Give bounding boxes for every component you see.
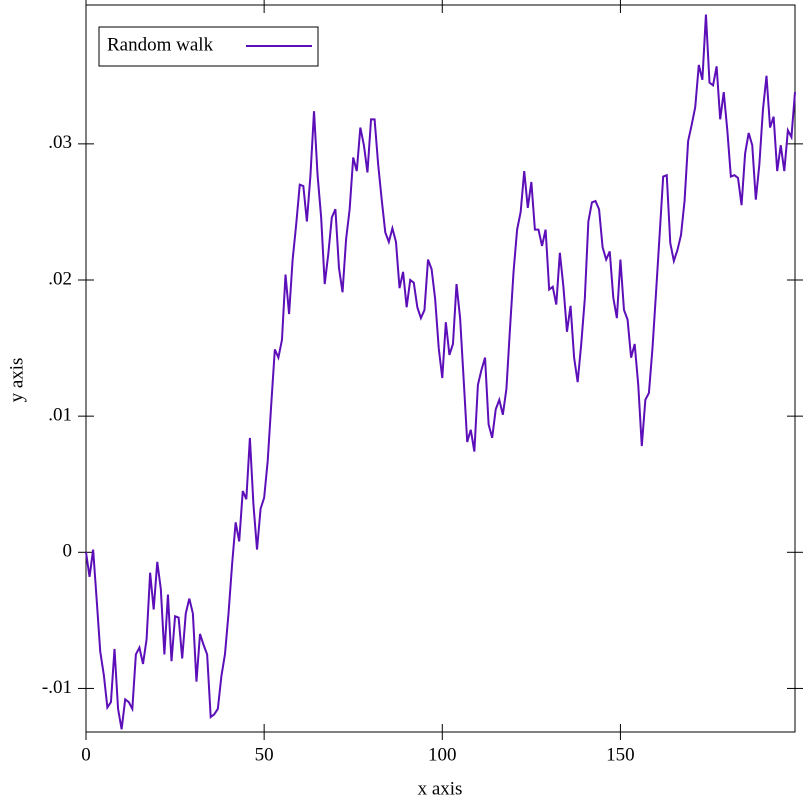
plot-frame — [85, 4, 796, 733]
y-tick-label: 0 — [63, 541, 73, 562]
y-tick-label: -.01 — [42, 677, 72, 698]
y-tick-label: .03 — [48, 132, 72, 153]
x-tick-label: 150 — [606, 744, 635, 765]
x-axis-label: x axis — [418, 778, 463, 799]
x-tick-label: 50 — [255, 744, 274, 765]
x-tick-label: 100 — [428, 744, 457, 765]
y-tick-label: .01 — [48, 405, 72, 426]
legend-label: Random walk — [107, 34, 214, 55]
y-axis-label: y axis — [6, 358, 27, 403]
y-tick-label: .02 — [48, 268, 72, 289]
x-tick-label: 0 — [81, 744, 91, 765]
data-line — [85, 14, 796, 730]
